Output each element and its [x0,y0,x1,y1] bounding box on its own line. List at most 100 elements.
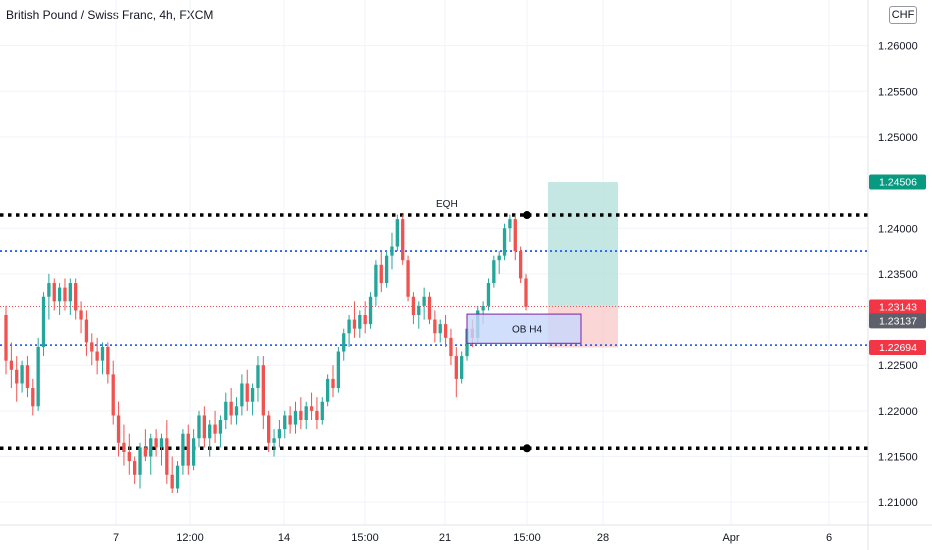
x-tick-label: 7 [113,532,119,544]
candle-body [513,219,517,252]
candle-body [68,283,72,302]
candle-body [41,296,46,347]
level-anchor-point [523,211,531,220]
candle-body [127,451,131,462]
candle-body [149,438,153,457]
candle-body [524,278,528,307]
time-axis: 7 12:00 14 15:00 21 15:00 28 Apr 6 [0,524,932,544]
candle-body [497,255,501,261]
candle-body [272,438,276,443]
price-tag-value: 1.24506 [879,177,917,189]
candle-body [422,296,426,306]
eqh-label: EQH [436,199,458,210]
candle-body [208,424,212,439]
candle-body [283,415,287,430]
x-tick-label: 15:00 [351,532,379,544]
candle-body [342,333,346,352]
candle-body [299,410,303,420]
y-tick-label: 1.22500 [878,360,918,372]
price-tag [869,340,926,356]
candle-body [240,383,244,407]
position-zones [548,182,618,348]
candle-body [250,388,255,402]
y-tick-label: 1.23500 [878,269,918,281]
candle-body [95,351,99,361]
y-tick-label: 1.25000 [878,132,918,144]
candle-body [234,406,239,416]
candle-body [159,438,164,448]
candle-body [363,315,367,325]
candle-body [347,319,351,334]
annotations: EQH OB H4 [436,199,582,344]
candle-body [213,424,217,434]
candle-body [100,346,105,361]
candle-body [138,447,142,475]
x-tick-label: Apr [722,532,739,544]
candle-body [401,219,405,261]
candle-body [502,228,507,256]
price-tag-value: 1.22694 [879,342,917,354]
candle-body [165,438,169,475]
candle-body [25,365,30,389]
candle-body [406,260,410,297]
candle-body [277,429,282,439]
candle-body [197,415,201,439]
x-tick-label: 12:00 [176,532,204,544]
candle-body [358,315,362,329]
candle-body [492,260,496,284]
candle-body [9,360,14,370]
grid [0,0,868,525]
candle-body [460,356,464,379]
candle-body [411,296,416,315]
candle-body [245,383,249,402]
candle-body [379,264,383,284]
candles [4,214,528,494]
candle-body [36,346,40,407]
y-tick-label: 1.21000 [878,497,918,509]
candle-body [229,401,233,416]
candle-body [170,474,174,489]
candle-body [508,219,512,229]
y-tick-label: 1.22000 [878,406,918,418]
candle-body [191,438,196,466]
candle-body [122,442,126,452]
candle-body [52,283,56,302]
candle-body [224,401,228,420]
y-tick-label: 1.21500 [878,452,918,464]
candle-body [352,319,357,329]
y-tick-label: 1.25500 [878,86,918,98]
candle-body [116,415,121,443]
candle-body [57,287,62,302]
candle-body [395,219,400,247]
candle-body [384,255,389,284]
candle-body [454,356,458,379]
x-tick-label: 28 [597,532,609,544]
price-axis: 1.26000 1.25500 1.25000 1.24000 1.23500 1.225… [867,0,918,550]
y-tick-label: 1.24000 [878,223,918,235]
candle-body [325,378,330,402]
candle-body [518,251,523,279]
candle-body [90,342,94,352]
x-tick-label: 6 [826,532,832,544]
y-tick-label: 1.26000 [878,41,918,53]
candle-body [438,324,442,334]
candle-body [218,420,223,434]
candle-body [132,461,137,475]
candle-body [433,319,437,334]
order-block-box[interactable] [466,313,582,344]
x-tick-label: 21 [439,532,451,544]
candle-body [143,447,148,457]
candle-body [202,415,207,439]
candle-body [368,296,373,325]
currency-badge[interactable]: CHF [889,6,917,24]
candle-body [79,310,83,320]
chart-title: British Pound / Swiss Franc, 4h, FXCM [6,8,214,22]
candle-body [336,351,341,389]
price-tag [869,174,926,190]
candle-body [304,406,308,420]
order-block-label: OB H4 [512,325,542,336]
candle-body [154,438,158,448]
candle-body [111,374,115,416]
